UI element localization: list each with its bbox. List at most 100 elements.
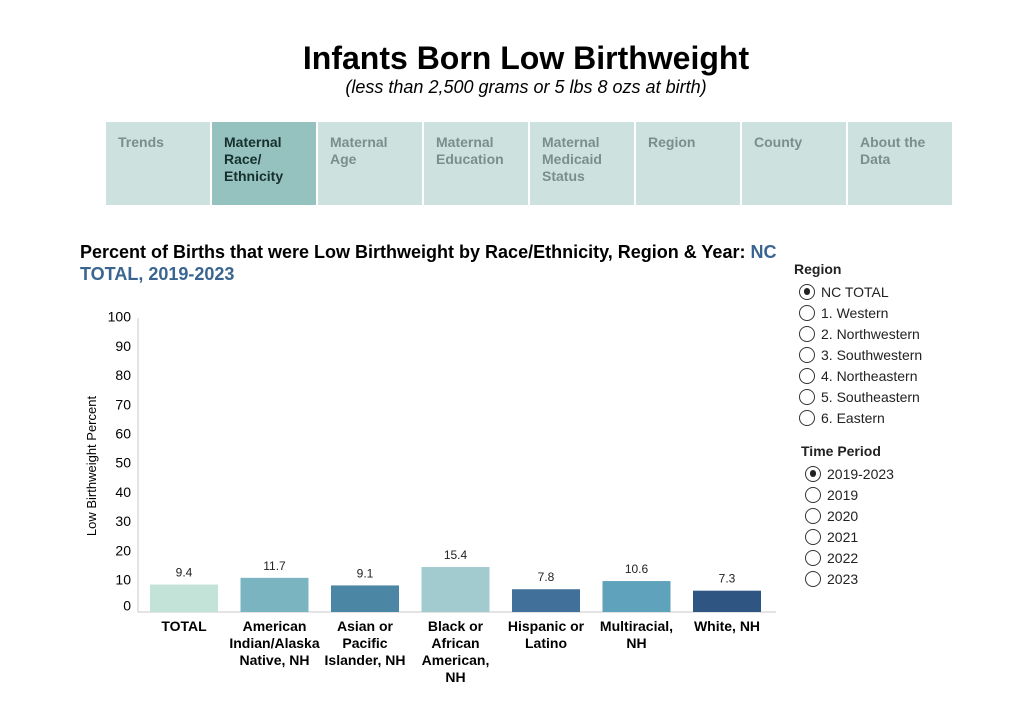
region-filter-title: Region bbox=[794, 261, 842, 277]
bar bbox=[693, 590, 761, 612]
period-option-label: 2023 bbox=[827, 570, 859, 587]
chart-heading-text: Percent of Births that were Low Birthwei… bbox=[80, 242, 746, 262]
period-option[interactable]: 2021 bbox=[805, 526, 894, 547]
bar-value-label: 9.4 bbox=[176, 566, 193, 580]
x-tick-label: Multiracial, bbox=[600, 618, 673, 634]
bar bbox=[150, 584, 218, 612]
region-option[interactable]: 3. Southwestern bbox=[799, 344, 922, 365]
page-title: Infants Born Low Birthweight bbox=[302, 40, 750, 76]
period-option-label: 2019 bbox=[827, 486, 859, 503]
x-tick-label: Latino bbox=[525, 635, 567, 651]
period-option-label: 2021 bbox=[827, 528, 859, 545]
chart-heading: Percent of Births that were Low Birthwei… bbox=[80, 241, 780, 285]
tab-maternal-age[interactable]: Maternal Age bbox=[318, 122, 422, 205]
region-option-label: 3. Southwestern bbox=[821, 346, 923, 363]
bar-value-label: 7.8 bbox=[538, 570, 555, 584]
x-tick-label: African bbox=[431, 635, 479, 651]
bar bbox=[421, 567, 490, 612]
x-tick-label: American, bbox=[422, 652, 490, 668]
period-option-label: 2020 bbox=[827, 507, 859, 524]
tab-maternal-race-ethnicity[interactable]: Maternal Race/ Ethnicity bbox=[212, 122, 316, 205]
bar bbox=[240, 577, 309, 612]
y-tick-label: 20 bbox=[115, 542, 131, 558]
bar bbox=[602, 581, 671, 612]
region-option-label: 4. Northeastern bbox=[821, 367, 918, 384]
region-filter: NC TOTAL 1. Western 2. Northwestern 3. Sout… bbox=[799, 281, 922, 428]
radio-button-icon[interactable] bbox=[805, 465, 821, 482]
y-tick-label: 80 bbox=[115, 367, 131, 383]
radio-button-icon[interactable] bbox=[799, 325, 815, 342]
x-tick-label: Asian or bbox=[337, 618, 394, 634]
bar-value-label: 11.7 bbox=[263, 559, 286, 573]
y-tick-label: 10 bbox=[115, 572, 131, 588]
bar-value-label: 7.3 bbox=[719, 572, 736, 586]
bar-value-label: 10.6 bbox=[625, 562, 649, 576]
region-option-label: NC TOTAL bbox=[821, 283, 889, 300]
y-tick-label: 40 bbox=[115, 484, 131, 500]
radio-button-icon[interactable] bbox=[805, 507, 821, 524]
time-period-filter-title: Time Period bbox=[801, 443, 881, 459]
tab-county[interactable]: County bbox=[742, 122, 846, 205]
region-option[interactable]: 1. Western bbox=[799, 302, 922, 323]
region-option-label: 1. Western bbox=[821, 304, 889, 321]
page-subtitle: (less than 2,500 grams or 5 lbs 8 ozs at… bbox=[345, 77, 707, 97]
tab-trends[interactable]: Trends bbox=[106, 122, 210, 205]
radio-button-icon[interactable] bbox=[799, 346, 815, 363]
x-tick-label: NH bbox=[445, 669, 465, 685]
period-option[interactable]: 2022 bbox=[805, 547, 894, 568]
y-tick-label: 100 bbox=[108, 309, 132, 325]
radio-button-icon[interactable] bbox=[805, 549, 821, 566]
x-tick-label: American bbox=[243, 618, 307, 634]
x-tick-label: Native, NH bbox=[239, 652, 309, 668]
tab-region[interactable]: Region bbox=[636, 122, 740, 205]
x-tick-label: Pacific bbox=[342, 635, 387, 651]
bar bbox=[331, 585, 399, 612]
bar-value-label: 9.1 bbox=[357, 566, 374, 580]
y-tick-label: 60 bbox=[115, 426, 131, 442]
period-option-label: 2022 bbox=[827, 549, 859, 566]
radio-button-icon[interactable] bbox=[799, 388, 815, 405]
x-tick-label: Black or bbox=[428, 618, 484, 634]
y-axis-title: Low Birthweight Percent bbox=[84, 396, 99, 537]
period-option[interactable]: 2020 bbox=[805, 505, 894, 526]
y-tick-label: 30 bbox=[115, 513, 131, 529]
y-tick-label: 90 bbox=[115, 338, 131, 354]
y-tick-label: 0 bbox=[123, 598, 131, 614]
x-tick-label: White, NH bbox=[694, 618, 760, 634]
radio-button-icon[interactable] bbox=[799, 304, 815, 321]
x-tick-label: Indian/Alaska bbox=[229, 635, 319, 651]
x-tick-label: TOTAL bbox=[161, 618, 207, 634]
radio-button-icon[interactable] bbox=[799, 409, 815, 426]
chart-heading-selection: NC TOTAL, 2019-2023 bbox=[80, 242, 777, 284]
period-option-label: 2019-2023 bbox=[827, 465, 894, 482]
region-option[interactable]: 2. Northwestern bbox=[799, 323, 922, 344]
radio-button-icon[interactable] bbox=[799, 367, 815, 384]
radio-button-icon[interactable] bbox=[805, 570, 821, 587]
region-option-label: 6. Eastern bbox=[821, 409, 885, 426]
tab-maternal-education[interactable]: Maternal Education bbox=[424, 122, 528, 205]
radio-button-icon[interactable] bbox=[805, 528, 821, 545]
region-option[interactable]: 6. Eastern bbox=[799, 407, 922, 428]
period-option[interactable]: 2019 bbox=[805, 484, 894, 505]
bar-chart: 0 10 20 30 40 50 60 70 80 90 100 Low Birthweight Pe… bbox=[84, 309, 776, 685]
y-tick-label: 50 bbox=[115, 455, 131, 471]
region-option-label: 2. Northwestern bbox=[821, 325, 920, 342]
region-option[interactable]: NC TOTAL bbox=[799, 281, 922, 302]
y-tick-label: 70 bbox=[115, 396, 131, 412]
period-option[interactable]: 2019-2023 bbox=[805, 463, 894, 484]
period-option[interactable]: 2023 bbox=[805, 568, 894, 589]
radio-button-icon[interactable] bbox=[805, 486, 821, 503]
region-option[interactable]: 4. Northeastern bbox=[799, 365, 922, 386]
tab-bar: Trends Maternal Race/ Ethnicity Maternal A… bbox=[106, 122, 952, 205]
x-tick-label: NH bbox=[626, 635, 646, 651]
time-period-filter: 2019-2023 2019 2020 2021 2022 2023 bbox=[805, 463, 894, 589]
x-tick-label: Hispanic or bbox=[508, 618, 585, 634]
tab-maternal-medicaid-status[interactable]: Maternal Medicaid Status bbox=[530, 122, 634, 205]
bar bbox=[512, 589, 580, 612]
tab-about-the-data[interactable]: About the Data bbox=[848, 122, 952, 205]
region-option[interactable]: 5. Southeastern bbox=[799, 386, 922, 407]
x-tick-label: Islander, NH bbox=[325, 652, 406, 668]
radio-button-icon[interactable] bbox=[799, 283, 815, 300]
bar-value-label: 15.4 bbox=[444, 548, 468, 562]
region-option-label: 5. Southeastern bbox=[821, 388, 920, 405]
